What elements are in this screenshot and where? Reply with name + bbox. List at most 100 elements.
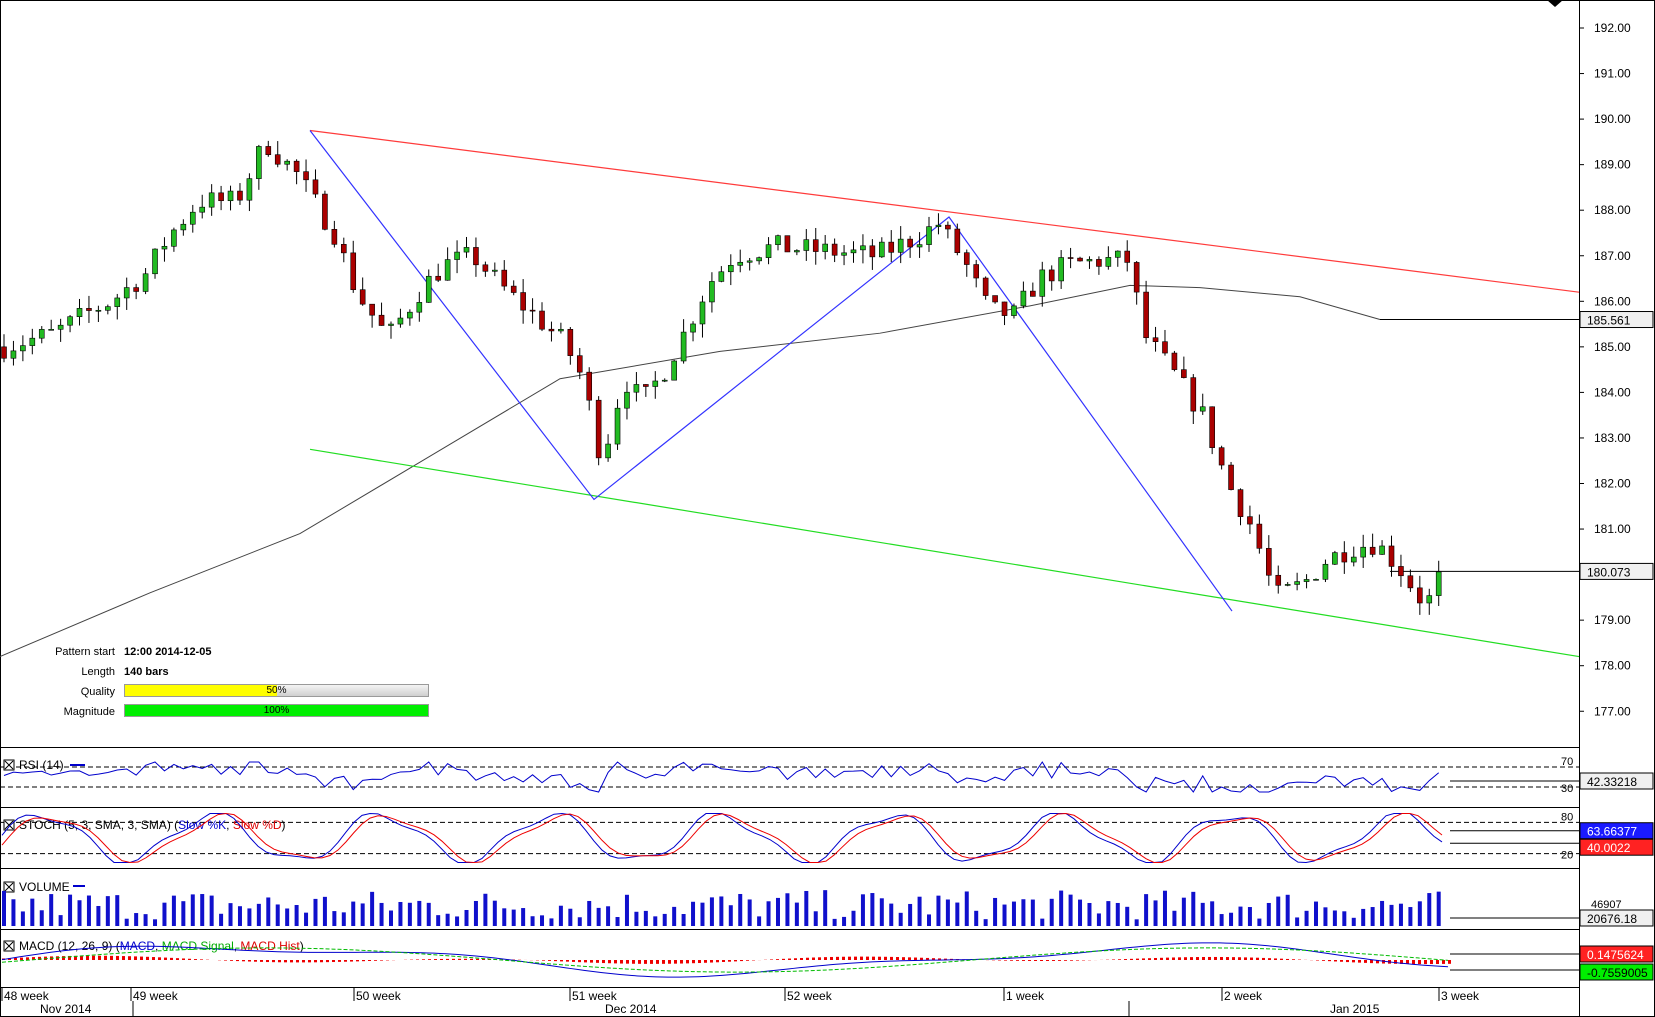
volume-bar	[105, 896, 110, 926]
macd-hist-bar	[1268, 958, 1271, 960]
candle-body	[1341, 552, 1348, 563]
volume-value: 20676.18	[1587, 912, 1637, 926]
volume-bar	[634, 911, 639, 926]
volume-bar	[889, 903, 894, 926]
macd-hist-bar	[482, 958, 485, 960]
volume-bar	[398, 901, 403, 926]
macd-hist-bar	[656, 960, 659, 964]
macd-hist-bar	[878, 956, 881, 960]
candle-body	[105, 306, 111, 311]
macd-signal-value-box	[1579, 963, 1654, 981]
macd-hist-bar	[1400, 960, 1403, 964]
macd-hist-bar	[290, 960, 293, 963]
macd-hist-bar	[638, 960, 641, 964]
volume-bar	[1266, 902, 1271, 926]
macd-hist-bar	[1154, 957, 1157, 960]
macd-hist-bar	[356, 960, 359, 962]
volume-bar	[804, 890, 809, 926]
candle-body	[1247, 516, 1253, 525]
volume-bar	[332, 911, 337, 926]
macd-hist-bar	[1232, 957, 1235, 960]
volume-bar	[1257, 918, 1262, 926]
stoch-level-20-label: 20	[1561, 850, 1573, 862]
volume-bar	[1134, 919, 1139, 926]
macd-hist-bar	[572, 960, 575, 962]
macd-hist-bar	[1322, 960, 1325, 961]
macd-hist-bar	[1256, 957, 1259, 960]
volume-bar	[1210, 901, 1215, 926]
candle-body	[1379, 545, 1385, 555]
volume-bar	[672, 906, 677, 926]
week-label: 1 week	[1006, 989, 1045, 1003]
macd-hist-bar	[440, 958, 443, 960]
macd-hist-bar	[770, 959, 773, 960]
macd-hist-bar	[1286, 958, 1289, 960]
macd-hist-bar	[860, 956, 863, 960]
macd-hist-bar	[296, 960, 299, 963]
ma-value-box	[1579, 311, 1654, 329]
indicators-layer: 70 30 RSI (14) 42.33218 80 20 STOCH (5, 3, SMA…	[0, 756, 1654, 981]
macd-hist-bar	[1160, 957, 1163, 960]
candle-body	[1360, 546, 1366, 558]
candle-body	[661, 379, 668, 382]
candle-body	[1256, 523, 1263, 549]
volume-bar	[1408, 907, 1413, 926]
candle-body	[425, 275, 432, 303]
candle-body	[879, 241, 885, 258]
price-tick-label: 190.00	[1594, 112, 1631, 126]
candle-body	[501, 269, 508, 287]
candle-body	[1133, 262, 1140, 293]
candle-body	[218, 192, 224, 202]
candle-body	[473, 247, 479, 266]
volume-bar	[558, 905, 563, 926]
candle-body	[95, 309, 102, 312]
macd-hist-bar	[740, 960, 743, 962]
candle-body	[1162, 341, 1168, 354]
volume-bar	[1200, 902, 1205, 926]
macd-hist-bar	[26, 957, 29, 960]
macd-hist-bar	[914, 957, 917, 960]
volume-bar	[1049, 898, 1054, 926]
volume-bar	[1087, 902, 1092, 926]
candle-body	[123, 287, 130, 299]
macd-hist-bar	[1178, 957, 1181, 960]
macd-hist-bar	[608, 960, 611, 964]
volume-bar	[936, 895, 941, 926]
volume-bar	[294, 905, 299, 926]
volume-bar	[77, 900, 82, 926]
volume-value-box	[1579, 909, 1654, 927]
macd-hist-bar	[1148, 958, 1151, 960]
candle-body	[1426, 595, 1433, 604]
volume-bar	[86, 895, 91, 926]
candle-body	[1266, 548, 1272, 576]
macd-hist-bar	[830, 956, 833, 960]
volume-bar	[615, 917, 620, 926]
macd-hist-bar	[182, 958, 185, 960]
candle-body	[1030, 290, 1036, 297]
macd-hist-bar	[1184, 957, 1187, 960]
macd-hist-bar	[908, 957, 911, 960]
month-label: Dec 2014	[605, 1002, 657, 1016]
candle-body	[1435, 571, 1442, 596]
candle-body	[945, 224, 951, 230]
volume-bar	[1002, 904, 1007, 926]
macd-hist-bar	[560, 960, 563, 962]
candle-body	[982, 277, 989, 296]
macd-hist-bar	[1010, 960, 1013, 961]
macd-hist-bar	[272, 960, 275, 963]
volume-bar	[11, 899, 16, 926]
magnitude-bar-fill	[125, 705, 428, 716]
candle-body	[133, 287, 139, 292]
macd-hist-bar	[74, 955, 77, 960]
macd-hist-bar	[422, 959, 425, 960]
panel-close-icon	[4, 820, 14, 830]
macd-hist-bar	[872, 956, 875, 960]
volume-bar	[1162, 890, 1167, 926]
candle-body	[10, 350, 17, 359]
candle-body	[643, 384, 649, 387]
macd-hist-bar	[650, 960, 653, 964]
volume-bar	[1314, 901, 1319, 926]
volume-bar	[653, 916, 658, 926]
volume-bar	[983, 919, 988, 926]
candle-body	[1152, 337, 1159, 342]
